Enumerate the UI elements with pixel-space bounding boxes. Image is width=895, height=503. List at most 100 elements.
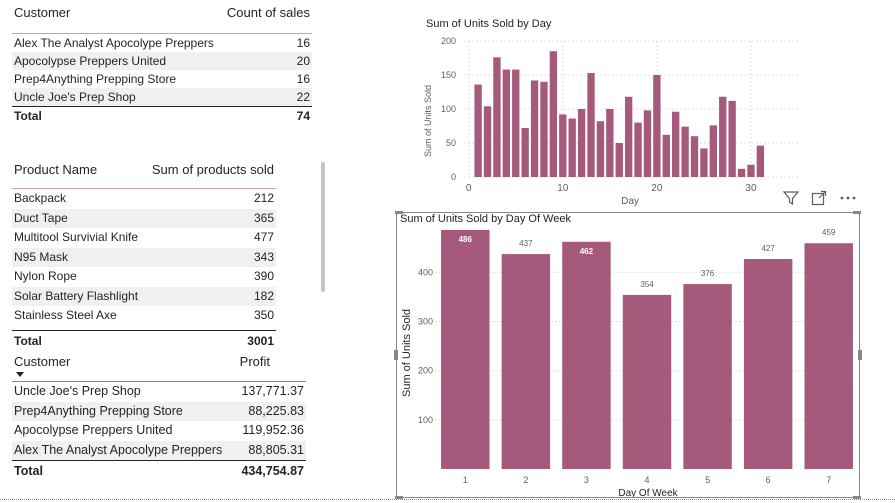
bar: [700, 148, 708, 177]
cell-customer: Prep4Anything Prepping Store: [14, 403, 183, 418]
resize-handle-bottom-left[interactable]: [395, 496, 403, 499]
table-row[interactable]: Solar Battery Flashlight 182: [12, 286, 276, 306]
bar: [743, 258, 793, 469]
resize-handle-top-left[interactable]: [395, 211, 403, 214]
bar: [690, 136, 699, 177]
bar: [493, 57, 501, 177]
table-row[interactable]: Stainless Steel Axe 350: [12, 306, 276, 326]
resize-handle-top-right[interactable]: [853, 211, 861, 214]
more-options-icon[interactable]: [839, 190, 857, 206]
y-tick-label: 200: [441, 36, 456, 46]
customer-profit-table: Customer Profit Uncle Joe's Prep Shop 137…: [12, 354, 306, 481]
table-row[interactable]: Uncle Joe's Prep Shop 22: [12, 88, 312, 106]
table-header: Customer Count of sales: [12, 5, 312, 29]
column-header-customer[interactable]: Customer: [14, 354, 71, 369]
bar: [562, 241, 611, 469]
bar: [530, 80, 539, 177]
column-header-product-name[interactable]: Product Name: [14, 162, 98, 177]
y-tick-label: 200: [418, 366, 433, 376]
cell-count: 16: [296, 72, 310, 86]
filter-icon[interactable]: [783, 190, 799, 206]
table-row[interactable]: Backpack 212: [12, 189, 276, 209]
cell-sum: 365: [253, 210, 274, 225]
cell-customer: Uncle Joe's Prep Shop: [14, 384, 141, 398]
cell-profit: 88,225.83: [248, 403, 304, 418]
units-by-day-chart[interactable]: Sum of Units Sold by Day Sum of Units So…: [420, 12, 800, 208]
table-body: Alex The Analyst Apocolype Preppers 16 Ap…: [12, 33, 312, 106]
units-by-weekday-visual[interactable]: Sum of Units Sold by Day Of Week Sum of …: [394, 211, 862, 499]
cell-count: 22: [296, 90, 310, 104]
data-label: 376: [701, 269, 715, 278]
x-tick-label: 2: [523, 475, 528, 485]
focus-mode-icon[interactable]: [811, 190, 827, 206]
sort-indicator-row: [12, 370, 306, 380]
table-total-row: Total 3001: [12, 329, 276, 351]
table-scrollbar[interactable]: [321, 162, 325, 292]
resize-handle-left[interactable]: [394, 350, 398, 360]
table-row[interactable]: Alex The Analyst Apocolype Preppers 16: [12, 34, 312, 52]
bar: [577, 109, 586, 177]
table-row[interactable]: Alex The Analyst Apocolype Preppers 88,80…: [12, 440, 306, 460]
table-row[interactable]: Nylon Rope 390: [12, 267, 276, 287]
cell-product: Multitool Survivial Knife: [14, 230, 139, 244]
bar: [747, 164, 755, 177]
x-tick-label: 5: [705, 475, 710, 485]
cell-sum: 477: [253, 230, 274, 244]
bar: [587, 72, 595, 177]
bar: [709, 125, 717, 177]
cell-product: Nylon Rope: [14, 269, 77, 283]
bar: [662, 134, 670, 177]
table-row[interactable]: Apocolypse Preppers United 20: [12, 52, 312, 70]
column-header-count-of-sales[interactable]: Count of sales: [226, 5, 310, 20]
x-tick-label: 1: [463, 475, 468, 485]
bar: [521, 128, 529, 177]
bar: [624, 96, 633, 177]
resize-handle-bottom-right[interactable]: [853, 496, 861, 499]
column-header-sum-products-sold[interactable]: Sum of products sold: [151, 162, 274, 177]
table-body: Backpack 212 Duct Tape 365 Multitool Survi…: [12, 188, 276, 326]
chart-title: Sum of Units Sold by Day Of Week: [400, 213, 571, 225]
cell-customer: Alex The Analyst Apocolype Preppers: [14, 442, 223, 457]
table-row[interactable]: Uncle Joe's Prep Shop 137,771.37: [12, 382, 306, 402]
cell-product: Stainless Steel Axe: [14, 308, 117, 322]
x-tick-label: 7: [826, 475, 831, 485]
y-tick-label: 50: [446, 138, 456, 148]
cell-count: 16: [296, 36, 310, 50]
y-axis-title: Sum of Units Sold: [401, 309, 413, 397]
x-axis-title: Day: [621, 196, 639, 207]
units-by-day-svg: Sum of Units Sold by Day Sum of Units So…: [423, 18, 798, 207]
column-header-customer[interactable]: Customer: [14, 5, 71, 20]
bar: [643, 110, 652, 177]
total-label: Total: [14, 464, 43, 478]
cell-count: 20: [296, 54, 310, 68]
bar: [540, 81, 548, 177]
column-header-profit[interactable]: Profit: [239, 354, 270, 369]
bar: [501, 254, 551, 469]
cell-profit: 137,771.37: [241, 384, 304, 398]
table-row[interactable]: Apocolypse Preppers United 119,952.36: [12, 421, 306, 441]
resize-handle-right[interactable]: [858, 350, 862, 360]
x-tick-label: 30: [745, 183, 757, 194]
table-row[interactable]: N95 Mask 343: [12, 247, 276, 267]
cell-customer: Uncle Joe's Prep Shop: [14, 90, 136, 104]
sort-descending-icon[interactable]: [16, 372, 24, 378]
units-by-weekday-svg: Sum of Units Sold by Day Of Week Sum of …: [400, 213, 853, 497]
y-tick-label: 150: [441, 70, 456, 80]
bar: [559, 114, 567, 177]
table-row[interactable]: Multitool Survivial Knife 477: [12, 228, 276, 248]
cell-profit: 88,805.31: [248, 442, 304, 457]
bar: [634, 122, 642, 177]
cell-product: N95 Mask: [14, 249, 69, 264]
y-tick-label: 400: [418, 267, 433, 277]
cell-customer: Alex The Analyst Apocolype Preppers: [14, 36, 214, 50]
table-total-row: Total 434,754.87: [12, 460, 306, 481]
x-tick-label: 20: [651, 183, 663, 194]
x-axis-title: Day Of Week: [618, 488, 678, 497]
x-tick-label: 0: [466, 183, 472, 194]
table-row[interactable]: Duct Tape 365: [12, 208, 276, 228]
bar: [804, 243, 853, 469]
table-row[interactable]: Prep4Anything Prepping Store 16: [12, 70, 312, 88]
table-row[interactable]: Prep4Anything Prepping Store 88,225.83: [12, 401, 306, 421]
bar: [596, 121, 605, 177]
bar: [512, 69, 520, 177]
